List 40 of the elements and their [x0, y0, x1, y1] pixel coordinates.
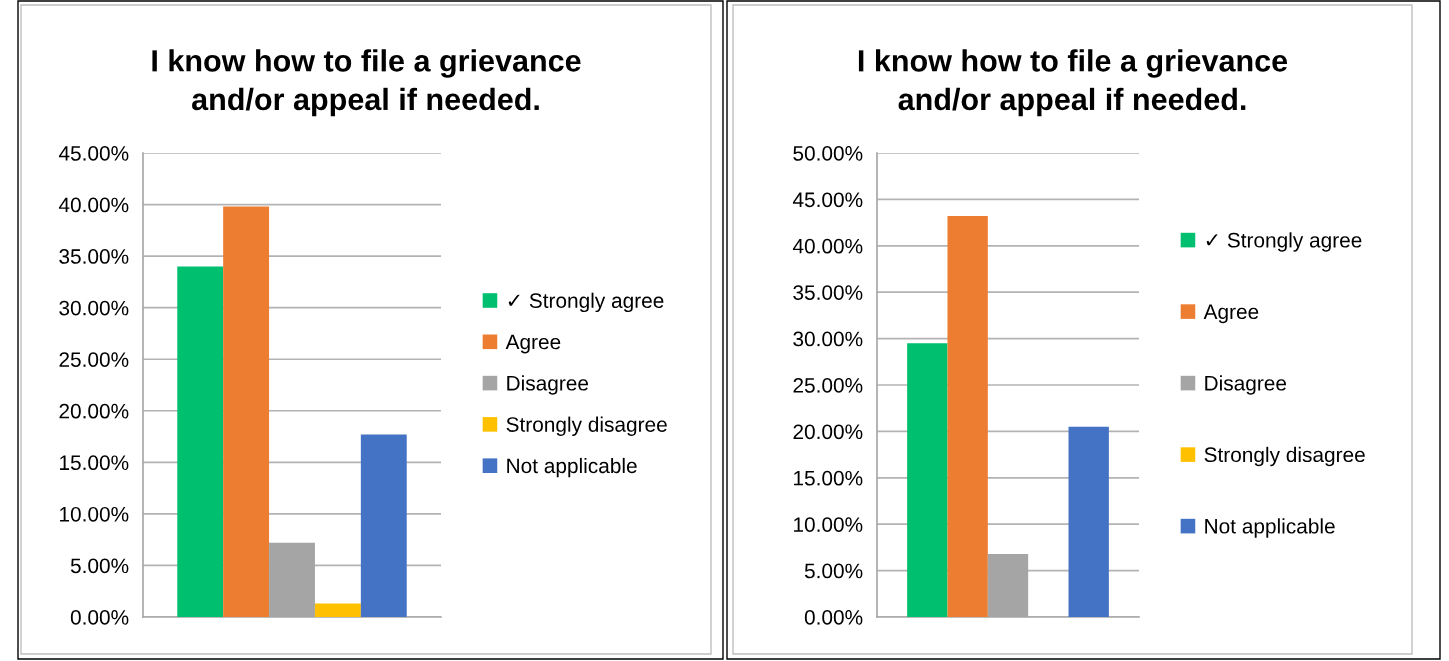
y-tick-label: 40.00%	[792, 238, 863, 254]
legend-label: Not applicable	[507, 457, 637, 478]
y-tick-label: 40.00%	[58, 197, 129, 213]
bar	[907, 343, 948, 617]
legend-label: ✓ Strongly agree	[1206, 232, 1362, 252]
legend-label: Disagree	[1205, 375, 1287, 395]
y-tick-label: 25.00%	[793, 378, 863, 393]
y-tick-label: 15.00%	[60, 455, 129, 471]
legend-label: Agree	[505, 334, 561, 354]
y-tick-label: 30.00%	[59, 300, 129, 316]
y-tick-label: 0.00%	[804, 610, 863, 625]
legend-label: Disagree	[507, 375, 589, 395]
y-tick-label: 20.00%	[59, 403, 129, 419]
y-tick-label: 0.00%	[70, 610, 129, 625]
legend-label: Strongly disagree	[506, 416, 667, 437]
bar	[223, 206, 270, 617]
bar	[314, 603, 361, 617]
y-tick-label: 10.00%	[794, 517, 863, 532]
legend-label: Agree	[1203, 304, 1259, 324]
y-tick-label: 35.00%	[793, 285, 863, 300]
y-tick-label: 25.00%	[59, 352, 129, 367]
y-tick-label: 5.00%	[804, 563, 863, 579]
legend-label: ✓ Strongly agree	[508, 292, 664, 313]
bar	[177, 266, 224, 617]
chart-title: I know how to file a grievance and/or appeal if needed.	[152, 49, 581, 117]
legend-label: Not applicable	[1205, 518, 1335, 538]
bar	[947, 216, 988, 617]
y-tick-label: 35.00%	[59, 249, 129, 264]
y-tick-label: 50.00%	[793, 146, 863, 161]
y-tick-label: 10.00%	[60, 506, 129, 522]
y-tick-label: 15.00%	[794, 470, 863, 486]
y-tick-label: 45.00%	[792, 192, 863, 208]
y-tick-label: 30.00%	[793, 331, 863, 347]
y-tick-label: 5.00%	[70, 558, 129, 574]
bar	[360, 434, 407, 617]
y-tick-label: 45.00%	[58, 146, 129, 161]
chart-title: I know how to file a grievance and/or appeal if needed.	[858, 49, 1288, 117]
legend-label: Strongly disagree	[1204, 446, 1365, 467]
bar	[1068, 426, 1109, 617]
y-tick-label: 20.00%	[793, 424, 863, 440]
